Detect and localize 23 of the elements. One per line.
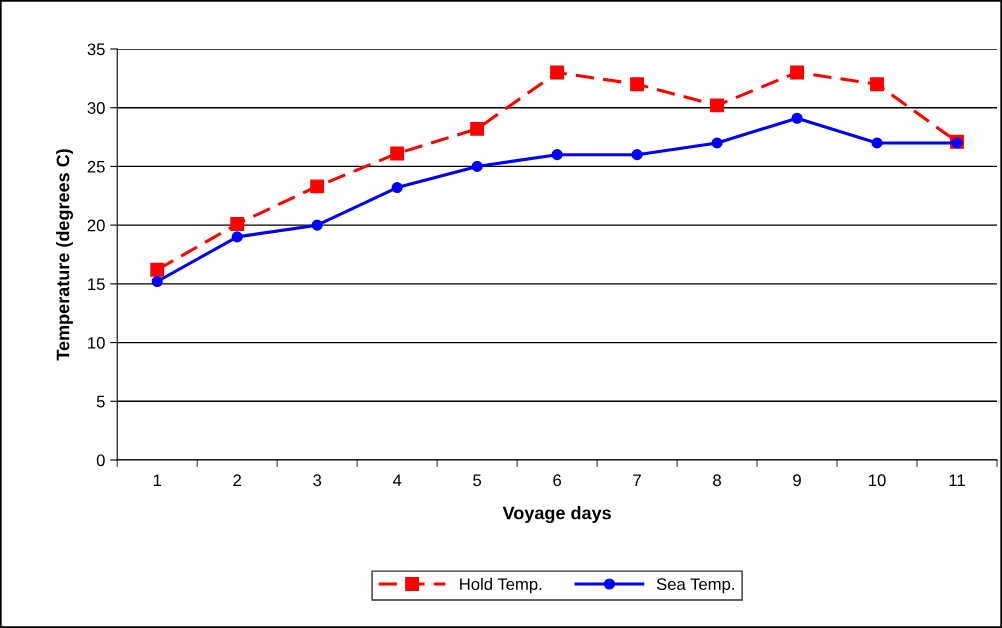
y-tick-label: 35: [87, 43, 105, 56]
x-tick-label: 8: [713, 474, 721, 487]
legend-label: Hold Temp.: [460, 577, 542, 594]
y-tick-label: 30: [87, 102, 105, 114]
x-tick-label: 7: [633, 474, 641, 486]
x-tick-label: 4: [392, 474, 402, 486]
x-tick-label: 9: [793, 474, 801, 487]
x-tick-label: 2: [233, 474, 241, 486]
y-tick-label: 15: [88, 278, 105, 291]
y-tick-label: 25: [87, 160, 105, 173]
x-tick-label: 5: [473, 474, 482, 487]
y-tick-label: 0: [96, 454, 105, 467]
x-tick-label: 1: [153, 474, 162, 486]
y-tick-label: 20: [87, 219, 105, 232]
y-tick-label: 5: [96, 395, 105, 408]
legend-label: Sea Temp.: [656, 578, 734, 594]
y-tick-label: 10: [88, 336, 105, 349]
x-axis-title: Voyage days: [502, 506, 611, 524]
x-tick-label: 11: [949, 474, 965, 486]
x-tick-label: 6: [553, 474, 562, 487]
x-tick-label: 10: [869, 474, 886, 487]
y-axis-title: Temperature (degrees C): [56, 149, 73, 361]
x-tick-label: 3: [313, 474, 322, 487]
